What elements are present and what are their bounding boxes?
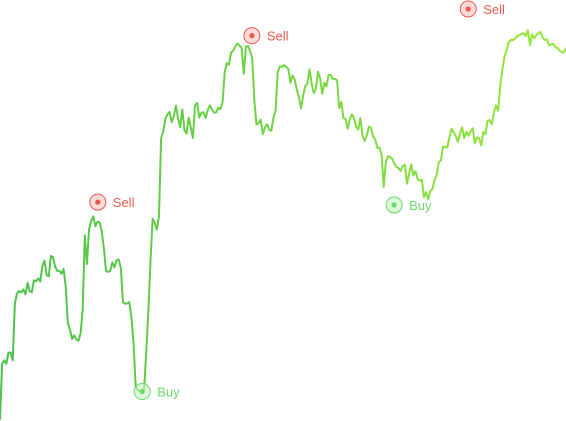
buy-marker-dot (139, 388, 145, 395)
sell-marker-dot (465, 6, 471, 12)
sell-marker-dot (249, 33, 255, 39)
price-line-layer (0, 29, 566, 420)
sell-marker: Sell (89, 193, 135, 211)
sell-marker: Sell (243, 27, 289, 45)
buy-marker-dot (391, 202, 397, 208)
buy-marker-label: Buy (157, 385, 180, 400)
buy-marker: Buy (385, 196, 432, 214)
sell-marker-label: Sell (113, 195, 135, 210)
buy-marker-label: Buy (409, 198, 432, 213)
sell-marker: Sell (459, 0, 505, 18)
price-series-line (0, 29, 566, 420)
sell-marker-label: Sell (267, 29, 289, 44)
trade-markers-layer: Sell Buy Sell Buy Sell (89, 0, 505, 401)
sell-marker-dot (95, 199, 101, 205)
buy-marker: Buy (133, 383, 180, 401)
sell-marker-label: Sell (483, 2, 505, 17)
